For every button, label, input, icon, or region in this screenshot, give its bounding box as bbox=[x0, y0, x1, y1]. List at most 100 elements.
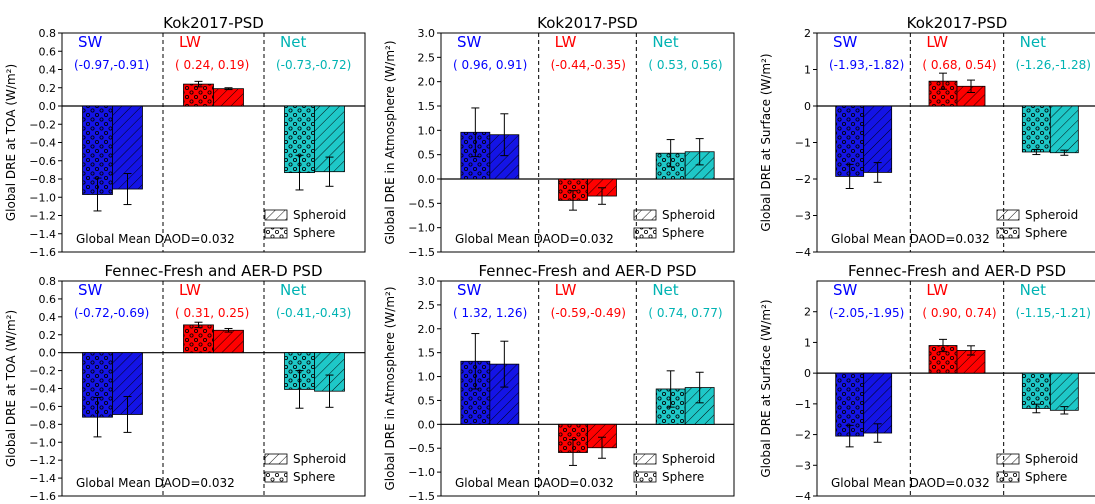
y-tick-label: 3.0 bbox=[418, 275, 436, 288]
group-values-sw: (-0.72,-0.69) bbox=[74, 306, 149, 320]
panel-1: Kok2017-PSD Global DRE at TOA (W/m²) −1.6 −… bbox=[4, 14, 366, 259]
group-values-net: ( 0.53, 0.56) bbox=[648, 58, 722, 72]
daod-annotation: Global Mean DAOD=0.032 bbox=[76, 476, 235, 490]
y-tick-label: −0.6 bbox=[29, 400, 56, 413]
y-tick-label: 2 bbox=[804, 27, 811, 40]
y-tick-label: 2.0 bbox=[418, 323, 436, 336]
y-tick-label: 2 bbox=[804, 306, 811, 319]
y-axis-label: Global DRE in Atmosphere (W/m²) bbox=[383, 286, 397, 490]
group-label-lw: LW bbox=[555, 281, 577, 299]
legend-spheroid-label: Spheroid bbox=[662, 452, 715, 466]
group-label-lw: LW bbox=[926, 33, 948, 51]
panel-title: Kok2017-PSD bbox=[537, 14, 638, 32]
panel-title: Fennec-Fresh and AER-D PSD bbox=[104, 262, 322, 280]
group-label-sw: SW bbox=[78, 281, 103, 299]
group-label-net: Net bbox=[1020, 33, 1046, 51]
legend-spheroid-label: Spheroid bbox=[293, 452, 346, 466]
y-tick-label: 0.4 bbox=[39, 311, 57, 324]
daod-annotation: Global Mean DAOD=0.032 bbox=[455, 232, 614, 246]
panel-title: Fennec-Fresh and AER-D PSD bbox=[478, 262, 696, 280]
group-label-net: Net bbox=[280, 281, 306, 299]
group-values-sw: (-2.05,-1.95) bbox=[829, 306, 904, 320]
legend-spheroid-swatch bbox=[633, 453, 657, 465]
legend-spheroid-swatch bbox=[633, 209, 657, 221]
y-tick-label: 0.2 bbox=[39, 329, 57, 342]
y-tick-label: 0 bbox=[804, 367, 811, 380]
legend-sphere-swatch bbox=[633, 471, 657, 483]
spheroid-bar-pattern bbox=[1049, 372, 1079, 411]
y-tick-label: 0.8 bbox=[39, 275, 57, 288]
group-values-net: (-1.26,-1.28) bbox=[1016, 58, 1091, 72]
y-tick-label: 2.5 bbox=[418, 299, 436, 312]
y-tick-label: −1.5 bbox=[408, 490, 435, 500]
y-tick-label: −1.2 bbox=[29, 454, 56, 467]
group-values-sw: (-0.97,-0.91) bbox=[74, 58, 149, 72]
panel-3: Kok2017-PSD Global DRE at Surface (W/m²) −… bbox=[759, 14, 1095, 259]
y-tick-label: −3 bbox=[795, 210, 811, 223]
y-tick-label: 0.8 bbox=[39, 27, 57, 40]
panel-frame bbox=[440, 280, 735, 497]
y-tick-label: −1.6 bbox=[29, 246, 56, 259]
legend-sphere-swatch bbox=[996, 227, 1020, 239]
y-tick-label: −1.0 bbox=[29, 436, 56, 449]
panel-title: Fennec-Fresh and AER-D PSD bbox=[848, 262, 1066, 280]
legend-sphere-label: Sphere bbox=[662, 470, 704, 484]
daod-annotation: Global Mean DAOD=0.032 bbox=[831, 232, 990, 246]
group-label-lw: LW bbox=[179, 281, 201, 299]
legend-spheroid-swatch bbox=[996, 453, 1020, 465]
daod-annotation: Global Mean DAOD=0.032 bbox=[76, 232, 235, 246]
legend-sphere-label: Sphere bbox=[293, 226, 335, 240]
y-tick-label: 0.6 bbox=[39, 45, 57, 58]
group-label-net: Net bbox=[1020, 281, 1046, 299]
y-axis-label: Global DRE at Surface (W/m²) bbox=[759, 299, 773, 477]
y-tick-label: 1 bbox=[804, 64, 811, 77]
y-tick-label: −0.2 bbox=[29, 118, 56, 131]
y-tick-label: 0.0 bbox=[39, 347, 57, 360]
panel-frame bbox=[61, 280, 366, 497]
legend-sphere-swatch bbox=[633, 227, 657, 239]
y-tick-label: 1.0 bbox=[418, 124, 436, 137]
y-tick-label: −0.5 bbox=[408, 197, 435, 210]
daod-annotation: Global Mean DAOD=0.032 bbox=[831, 476, 990, 490]
y-tick-label: −0.2 bbox=[29, 365, 56, 378]
sphere-bar-pattern bbox=[183, 83, 214, 107]
legend-sphere-swatch bbox=[264, 471, 288, 483]
y-tick-label: −1.0 bbox=[408, 466, 435, 479]
panel-5: Fennec-Fresh and AER-D PSD Global DRE in … bbox=[383, 262, 735, 503]
y-tick-label: −1 bbox=[795, 398, 811, 411]
y-tick-label: 1.0 bbox=[418, 371, 436, 384]
y-tick-label: −1.5 bbox=[408, 246, 435, 259]
y-tick-label: −2 bbox=[795, 173, 811, 186]
group-values-net: (-0.41,-0.43) bbox=[276, 306, 351, 320]
sphere-bar-pattern bbox=[183, 324, 214, 354]
group-label-net: Net bbox=[652, 281, 678, 299]
y-tick-label: −1 bbox=[795, 137, 811, 150]
legend-sphere-swatch bbox=[264, 227, 288, 239]
y-tick-label: −2 bbox=[795, 429, 811, 442]
sphere-bar-pattern bbox=[1021, 105, 1051, 153]
group-values-sw: (-1.93,-1.82) bbox=[829, 58, 904, 72]
y-tick-label: 0.0 bbox=[39, 100, 57, 113]
y-tick-label: −1.6 bbox=[29, 490, 56, 500]
y-tick-label: 0.5 bbox=[418, 394, 436, 407]
group-label-sw: SW bbox=[457, 281, 482, 299]
group-label-net: Net bbox=[280, 33, 306, 51]
y-tick-label: 0.2 bbox=[39, 82, 57, 95]
spheroid-bar-pattern bbox=[213, 329, 244, 354]
panel-frame bbox=[816, 32, 1095, 253]
y-tick-label: 2.5 bbox=[418, 51, 436, 64]
group-values-sw: ( 1.32, 1.26) bbox=[453, 306, 527, 320]
y-tick-label: −1.4 bbox=[29, 228, 56, 241]
y-tick-label: 3.0 bbox=[418, 27, 436, 40]
y-tick-label: 1.5 bbox=[418, 100, 436, 113]
legend-spheroid-label: Spheroid bbox=[662, 208, 715, 222]
legend-spheroid-label: Spheroid bbox=[1025, 208, 1078, 222]
y-tick-label: −0.4 bbox=[29, 137, 56, 150]
y-tick-label: 1 bbox=[804, 336, 811, 349]
y-axis-label: Global DRE at TOA (W/m²) bbox=[4, 64, 18, 221]
group-label-sw: SW bbox=[457, 33, 482, 51]
group-label-lw: LW bbox=[555, 33, 577, 51]
y-tick-label: −0.6 bbox=[29, 155, 56, 168]
group-label-sw: SW bbox=[833, 33, 858, 51]
y-tick-label: 0.0 bbox=[418, 418, 436, 431]
